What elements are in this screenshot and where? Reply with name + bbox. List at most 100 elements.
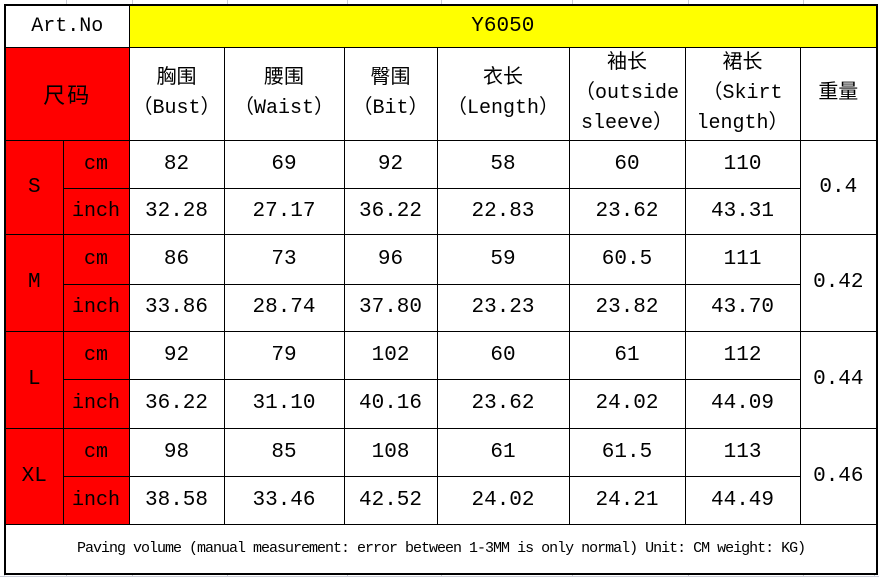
row-l-cm: L cm 92 79 102 60 61 112 0.44 (4, 330, 878, 429)
measure-cell: 23.62 (568, 187, 686, 235)
measure-cell: 24.02 (436, 475, 570, 525)
size-header-cell: 尺码 (4, 46, 130, 141)
gridline (4, 573, 5, 577)
measure-cell: 60.5 (568, 233, 686, 285)
size-label-m: M (4, 233, 64, 332)
size-label-xl: XL (4, 427, 64, 525)
measure-cell: 112 (684, 330, 801, 380)
measure-cell: 86 (128, 233, 225, 285)
measure-cell: 40.16 (343, 378, 438, 429)
measure-cell: 60 (568, 139, 686, 189)
measure-cell: 98 (128, 427, 225, 477)
gridline (66, 573, 67, 577)
measure-cell: 24.02 (568, 378, 686, 429)
weight-cell-l: 0.44 (799, 330, 878, 429)
unit-inch: inch (62, 283, 130, 332)
measure-cell: 108 (343, 427, 438, 477)
measure-cell: 61 (568, 330, 686, 380)
gridline (66, 0, 67, 4)
col-header-weight: 重量 (799, 46, 878, 141)
measure-cell: 60 (436, 330, 570, 380)
measure-cell: 102 (343, 330, 438, 380)
gridline (572, 0, 573, 4)
measure-cell: 36.22 (343, 187, 438, 235)
measure-cell: 79 (223, 330, 345, 380)
measure-cell: 69 (223, 139, 345, 189)
measure-cell: 23.23 (436, 283, 570, 332)
measure-cell: 23.82 (568, 283, 686, 332)
row-m-inch: inch 33.86 28.74 37.80 23.23 23.82 43.70 (5, 283, 877, 332)
weight-cell-m: 0.42 (799, 233, 878, 332)
row-l-inch: inch 36.22 31.10 40.16 23.62 24.02 44.09 (5, 378, 877, 429)
row-m-cm: M cm 86 73 96 59 60.5 111 0.42 (4, 233, 878, 332)
col-header-hip: 臀围 （Bit） (343, 46, 438, 141)
row-s-cm: S cm 82 69 92 58 60 110 0.4 (4, 139, 878, 235)
gridline (132, 573, 133, 577)
measure-cell: 31.10 (223, 378, 345, 429)
col-header-skirt: 裙长 （Skirt length） (684, 46, 801, 141)
gridline (688, 573, 689, 577)
measure-cell: 44.49 (684, 475, 801, 525)
measure-cell: 43.31 (684, 187, 801, 235)
gridline (227, 573, 228, 577)
measure-cell: 73 (223, 233, 345, 285)
gridline (803, 573, 804, 577)
gridline (347, 0, 348, 4)
col-header-waist: 腰围 （Waist） (223, 46, 345, 141)
art-no-label: Art.No (4, 4, 130, 48)
size-chart-table: Art.No Y6050 尺码 胸围 （Bust） 腰围 （Waist） 臀围 … (4, 4, 879, 575)
col-header-sleeve: 袖长 （outside sleeve） (568, 46, 686, 141)
measure-cell: 27.17 (223, 187, 345, 235)
measure-cell: 61 (436, 427, 570, 477)
row-s-inch: inch 32.28 27.17 36.22 22.83 23.62 43.31 (5, 187, 877, 235)
measure-cell: 110 (684, 139, 801, 189)
measure-cell: 113 (684, 427, 801, 477)
measure-cell: 33.46 (223, 475, 345, 525)
measure-cell: 85 (223, 427, 345, 477)
gridline (441, 573, 442, 577)
measure-cell: 33.86 (128, 283, 225, 332)
unit-cm: cm (62, 233, 130, 285)
col-header-length: 衣长 （Length） (436, 46, 570, 141)
measure-cell: 82 (128, 139, 225, 189)
gridline (347, 573, 348, 577)
measure-cell: 44.09 (684, 378, 801, 429)
gridline (874, 573, 875, 577)
measure-cell: 22.83 (436, 187, 570, 235)
footer-row: Paving volume (manual measurement: error… (4, 523, 878, 575)
unit-inch: inch (62, 187, 130, 235)
measure-cell: 36.22 (128, 378, 225, 429)
art-no-value: Y6050 (128, 4, 878, 48)
measure-cell: 32.28 (128, 187, 225, 235)
measure-cell: 42.52 (343, 475, 438, 525)
art-no-row: Art.No Y6050 (4, 4, 878, 48)
row-xl-cm: XL cm 98 85 108 61 61.5 113 0.46 (4, 427, 878, 525)
measure-cell: 38.58 (128, 475, 225, 525)
measure-cell: 96 (343, 233, 438, 285)
measure-cell: 61.5 (568, 427, 686, 477)
gridline (688, 0, 689, 4)
gridline (441, 0, 442, 4)
gridline (803, 0, 804, 4)
measure-cell: 28.74 (223, 283, 345, 332)
gridline (227, 0, 228, 4)
measure-cell: 59 (436, 233, 570, 285)
unit-cm: cm (62, 427, 130, 477)
measure-cell: 24.21 (568, 475, 686, 525)
measure-cell: 92 (343, 139, 438, 189)
unit-inch: inch (62, 475, 130, 525)
gridline (132, 0, 133, 4)
weight-cell-xl: 0.46 (799, 427, 878, 525)
header-row: 尺码 胸围 （Bust） 腰围 （Waist） 臀围 （Bit） 衣长 （Len… (4, 46, 878, 141)
measure-cell: 43.70 (684, 283, 801, 332)
unit-inch: inch (62, 378, 130, 429)
measure-cell: 111 (684, 233, 801, 285)
weight-cell-s: 0.4 (799, 139, 878, 235)
measure-cell: 58 (436, 139, 570, 189)
row-xl-inch: inch 38.58 33.46 42.52 24.02 24.21 44.49 (5, 475, 877, 525)
measure-cell: 92 (128, 330, 225, 380)
unit-cm: cm (62, 139, 130, 189)
size-label-s: S (4, 139, 64, 235)
size-label-l: L (4, 330, 64, 429)
